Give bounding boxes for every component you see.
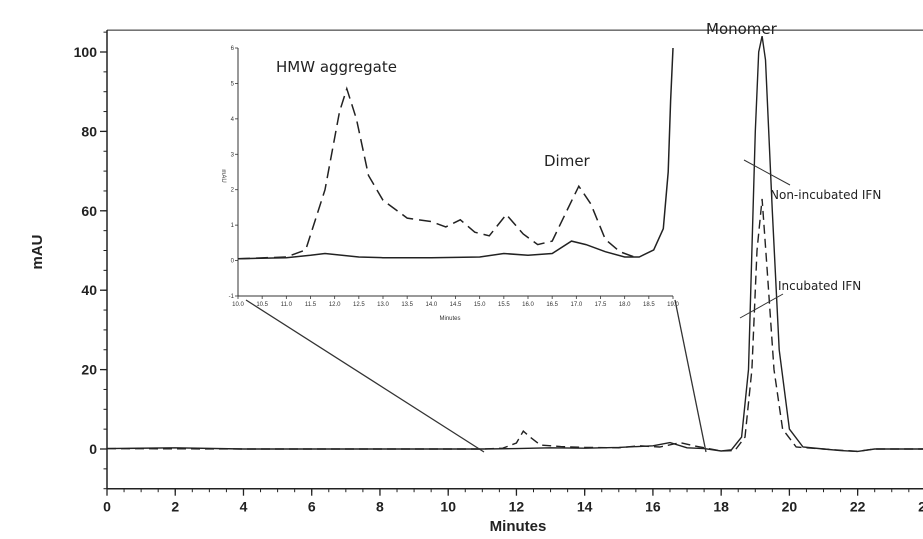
inset-x-tick-label: 19.0 xyxy=(667,302,679,308)
inset-y-axis: -1 0 1 2 3 4 5 6 xyxy=(229,46,238,300)
main-x-tick-label: 6 xyxy=(308,499,316,515)
main-x-tick-label: 12 xyxy=(509,499,525,515)
inset-x-tick-label: 10.5 xyxy=(256,302,268,308)
inset-series-group xyxy=(237,47,674,260)
inset-series-non-incubated-line xyxy=(237,47,674,260)
main-x-tick-label: 16 xyxy=(645,499,661,515)
inset-x-tick-label: 14.0 xyxy=(425,302,437,308)
main-x-tick-label: 0 xyxy=(103,499,111,515)
main-x-tick-label: 20 xyxy=(782,499,798,515)
inset-x-tick-label: 13.5 xyxy=(401,302,413,308)
main-series-group xyxy=(106,35,923,453)
inset-x-axis: 10.0 10.5 11.0 11.5 12.0 12.5 13.0 13.5 14.0 14.5… xyxy=(232,296,679,308)
main-y-tick-label: 0 xyxy=(89,441,97,457)
inset-x-tick-label: 17.0 xyxy=(570,302,582,308)
zoom-connector-right xyxy=(674,299,707,453)
inset-x-tick-label: 11.5 xyxy=(305,302,317,308)
main-x-tick-label: 8 xyxy=(376,499,384,515)
main-x-tick-label: 4 xyxy=(240,499,248,515)
main-x-tick-label: 2 xyxy=(171,499,179,515)
inset-x-tick-label: 18.5 xyxy=(643,302,655,308)
main-x-tick-label: 24 xyxy=(918,499,923,515)
inset-y-tick-label: 6 xyxy=(231,46,235,52)
main-y-tick-label: 60 xyxy=(81,203,97,219)
main-y-tick-label: 40 xyxy=(81,282,97,298)
inset-x-tick-label: 14.5 xyxy=(450,302,462,308)
inset-x-tick-label: 16.5 xyxy=(546,302,558,308)
annotation-dimer: Dimer xyxy=(544,152,591,170)
inset-y-tick-label: 3 xyxy=(231,152,235,158)
inset-y-tick-label: 5 xyxy=(231,81,235,87)
annotation-non-incubated: Non-incubated IFN xyxy=(770,188,881,202)
main-y-tick-label: 80 xyxy=(81,123,97,139)
inset-plot-frame xyxy=(237,48,673,297)
main-y-tick-label: 100 xyxy=(74,44,98,60)
main-x-tick-label: 10 xyxy=(440,499,456,515)
inset-y-tick-label: 0 xyxy=(231,259,235,265)
x-axis-title: Minutes xyxy=(490,518,547,535)
inset-x-tick-label: 12.5 xyxy=(353,302,365,308)
inset-x-tick-label: 15.0 xyxy=(474,302,486,308)
main-y-axis: 0 20 40 60 80 100 xyxy=(74,31,107,490)
inset-x-tick-label: 17.5 xyxy=(595,302,607,308)
inset-y-tick-label: -1 xyxy=(229,294,235,300)
main-x-tick-label: 22 xyxy=(850,499,866,515)
inset-y-tick-label: 4 xyxy=(231,117,235,123)
inset-x-axis-title: Minutes xyxy=(439,316,460,322)
inset-y-tick-label: 2 xyxy=(231,188,235,194)
annotation-incubated: Incubated IFN xyxy=(778,279,861,293)
inset-x-tick-label: 10.0 xyxy=(232,302,244,308)
annotation-monomer: Monomer xyxy=(706,20,778,38)
main-x-tick-label: 18 xyxy=(713,499,729,515)
main-y-tick-label: 20 xyxy=(81,362,97,378)
inset-x-tick-label: 18.0 xyxy=(619,302,631,308)
main-series-incubated-line xyxy=(106,198,923,453)
main-plot-frame xyxy=(106,29,923,490)
y-axis-title: mAU xyxy=(29,234,46,269)
annotation-hmw-aggregate: HMW aggregate xyxy=(276,58,397,76)
inset-y-tick-label: 1 xyxy=(231,223,235,229)
main-series-non-incubated-line xyxy=(106,35,923,453)
inset-x-tick-label: 13.0 xyxy=(377,302,389,308)
inset-x-tick-label: 11.0 xyxy=(281,302,293,308)
pointer-non-incubated xyxy=(743,159,791,186)
pointer-incubated xyxy=(739,293,784,319)
inset-x-tick-label: 15.5 xyxy=(498,302,510,308)
main-x-tick-label: 14 xyxy=(577,499,593,515)
inset-series-incubated-line xyxy=(237,86,635,260)
main-x-axis: 024681012141618202224 xyxy=(103,488,923,515)
inset-x-tick-label: 12.0 xyxy=(329,302,341,308)
zoom-connector-left xyxy=(245,299,485,453)
inset-x-tick-label: 16.0 xyxy=(522,302,534,308)
inset-y-axis-title: mAU xyxy=(220,169,226,182)
